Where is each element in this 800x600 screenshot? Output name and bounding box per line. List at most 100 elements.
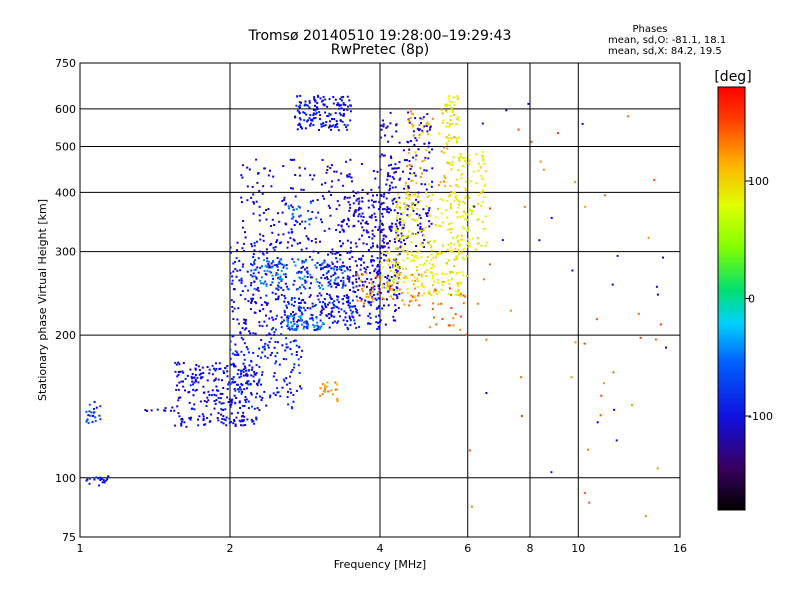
data-point xyxy=(403,206,406,209)
data-point xyxy=(411,218,413,221)
data-point xyxy=(363,267,366,270)
data-point xyxy=(246,348,249,351)
data-point xyxy=(321,122,324,125)
data-point xyxy=(397,193,400,196)
data-point xyxy=(356,273,359,276)
data-point xyxy=(321,159,324,161)
data-point xyxy=(308,218,311,221)
data-point xyxy=(354,307,357,310)
data-point xyxy=(229,404,232,407)
data-point xyxy=(446,147,449,150)
data-point xyxy=(360,163,363,165)
data-point xyxy=(470,212,473,215)
data-point xyxy=(288,326,291,329)
data-point xyxy=(372,194,374,197)
data-point xyxy=(271,274,274,277)
data-point xyxy=(298,302,301,304)
data-point xyxy=(440,108,443,111)
data-point xyxy=(330,389,333,392)
data-point xyxy=(451,271,454,274)
data-point xyxy=(453,199,456,202)
data-point xyxy=(430,222,433,225)
data-point xyxy=(334,388,337,391)
data-points xyxy=(85,94,667,518)
data-point xyxy=(355,199,358,202)
data-point xyxy=(205,405,208,408)
data-point xyxy=(253,244,256,247)
data-point xyxy=(348,196,351,199)
data-point xyxy=(584,205,587,208)
data-point xyxy=(188,401,191,404)
data-point xyxy=(229,405,232,408)
data-point xyxy=(315,317,318,320)
data-point xyxy=(394,223,397,226)
data-point xyxy=(412,209,415,212)
data-point xyxy=(397,266,400,269)
data-point xyxy=(431,180,434,183)
data-point xyxy=(449,184,452,187)
data-point xyxy=(243,321,246,324)
data-point xyxy=(312,324,315,327)
data-point xyxy=(318,327,321,330)
data-point xyxy=(291,325,294,328)
data-point xyxy=(421,241,424,244)
data-point xyxy=(445,262,448,264)
data-point xyxy=(462,156,465,159)
data-point xyxy=(210,413,213,416)
data-point xyxy=(462,248,465,250)
data-point xyxy=(336,260,339,263)
data-point xyxy=(232,288,235,291)
data-point xyxy=(210,394,213,397)
data-point xyxy=(448,287,451,290)
data-point xyxy=(360,298,363,301)
data-point xyxy=(222,387,225,389)
data-point xyxy=(294,339,296,342)
chart-title: Tromsø 20140510 19:28:00–19:29:43 xyxy=(248,28,512,44)
data-point xyxy=(355,310,358,313)
data-point xyxy=(485,215,487,218)
data-point xyxy=(386,242,389,245)
data-point xyxy=(392,297,395,300)
data-point xyxy=(461,172,464,175)
data-point xyxy=(393,270,396,273)
data-point xyxy=(457,156,460,159)
data-point xyxy=(227,383,230,386)
data-point xyxy=(272,175,275,178)
data-point xyxy=(230,299,233,302)
data-point xyxy=(285,223,288,226)
data-point xyxy=(412,130,415,133)
data-point xyxy=(483,184,486,187)
data-point xyxy=(371,229,374,232)
data-point xyxy=(277,269,279,272)
data-point xyxy=(191,377,194,380)
data-point xyxy=(362,284,365,287)
data-point xyxy=(272,392,275,395)
data-point xyxy=(266,269,269,272)
data-point xyxy=(296,325,299,327)
data-point xyxy=(352,316,355,319)
data-point xyxy=(292,394,295,396)
data-point xyxy=(477,218,480,221)
data-point xyxy=(299,317,302,319)
data-point xyxy=(281,320,284,323)
data-point xyxy=(293,316,296,319)
data-point xyxy=(255,158,258,161)
data-point xyxy=(298,101,301,104)
data-point xyxy=(289,315,292,317)
data-point xyxy=(232,262,235,265)
data-point xyxy=(322,267,324,270)
data-point xyxy=(103,480,106,483)
data-point xyxy=(415,255,418,257)
data-point xyxy=(239,407,242,409)
data-point xyxy=(231,279,234,282)
data-point xyxy=(396,270,399,273)
data-point xyxy=(182,385,185,388)
data-point xyxy=(253,407,256,410)
data-point xyxy=(358,284,361,287)
data-point xyxy=(320,325,323,328)
data-point xyxy=(260,383,263,386)
data-point xyxy=(315,316,318,319)
data-point xyxy=(344,104,347,106)
data-point xyxy=(406,257,409,260)
data-point xyxy=(319,240,321,243)
